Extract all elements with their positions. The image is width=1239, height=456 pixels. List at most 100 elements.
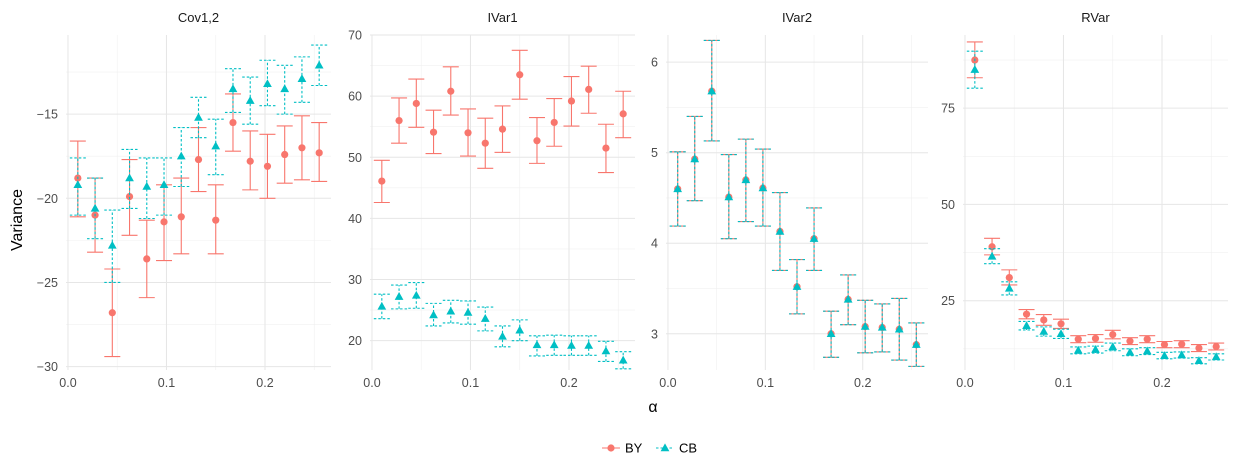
data-point-triangle xyxy=(1160,351,1169,359)
y-tick-label: 25 xyxy=(941,294,955,308)
data-point-circle xyxy=(281,150,289,159)
y-tick-label: 4 xyxy=(651,237,658,251)
data-point-triangle xyxy=(194,112,203,121)
data-point-circle xyxy=(1005,273,1013,282)
data-point-circle xyxy=(1074,335,1082,343)
data-point-triangle xyxy=(673,184,683,193)
data-point-triangle xyxy=(843,294,853,303)
data-point-triangle xyxy=(73,180,83,189)
x-tick-label: 0.2 xyxy=(560,376,577,390)
data-point-triangle xyxy=(1056,329,1066,338)
data-point-circle xyxy=(481,139,489,147)
y-tick-label: 6 xyxy=(651,56,658,70)
data-point-triangle xyxy=(463,307,473,316)
data-point-triangle xyxy=(280,84,290,93)
x-tick-label: 0.0 xyxy=(363,376,380,390)
data-point-triangle xyxy=(1022,321,1031,329)
series-by xyxy=(69,93,328,358)
x-tick-label: 0.1 xyxy=(1055,376,1072,390)
data-point-circle xyxy=(1091,334,1100,343)
series-by xyxy=(966,41,1225,353)
panel-2: IVar2 3 4 5 6 0.0 0.1 0.2 xyxy=(651,10,928,390)
data-point-triangle xyxy=(515,325,525,334)
legend-key-triangle xyxy=(660,443,670,452)
y-tick-label: 5 xyxy=(651,146,658,160)
data-point-circle xyxy=(464,129,472,137)
data-point-triangle xyxy=(894,324,904,333)
data-point-circle xyxy=(429,128,438,136)
y-tick-label: −15 xyxy=(37,108,58,122)
data-point-triangle xyxy=(297,74,307,82)
data-point-triangle xyxy=(176,151,186,160)
facet-panels: Cov1,2−30−25−20−150.0 0.1 0.2IVar120304050… xyxy=(37,10,1228,390)
series-cb xyxy=(669,39,925,367)
x-tick-label: 0.1 xyxy=(757,376,774,390)
y-tick-label: 50 xyxy=(941,198,955,212)
data-point-circle xyxy=(1057,320,1065,328)
data-point-triangle xyxy=(601,346,611,355)
data-point-triangle xyxy=(970,65,980,73)
data-point-triangle xyxy=(724,192,734,201)
data-point-circle xyxy=(533,137,541,145)
data-point-triangle xyxy=(809,234,819,242)
legend-item-cb: CB xyxy=(656,441,697,456)
data-point-triangle xyxy=(618,355,628,364)
series-cb xyxy=(373,282,632,370)
data-point-triangle xyxy=(584,340,594,349)
data-point-circle xyxy=(143,255,151,263)
data-point-triangle xyxy=(480,314,490,322)
y-tick-label: 3 xyxy=(651,327,658,341)
data-point-triangle xyxy=(263,79,272,88)
data-point-triangle xyxy=(532,340,542,349)
x-tick-label: 0.0 xyxy=(659,376,676,390)
data-point-triangle xyxy=(411,290,421,299)
data-point-triangle xyxy=(792,282,802,290)
y-axis-title: Variance xyxy=(9,189,26,251)
data-point-triangle xyxy=(1194,356,1204,364)
data-point-triangle xyxy=(567,340,576,349)
data-point-triangle xyxy=(1039,326,1049,335)
data-point-triangle xyxy=(142,181,152,190)
panel-title: Cov1,2 xyxy=(178,10,219,25)
legend-label: BY xyxy=(625,441,643,456)
data-point-circle xyxy=(315,149,323,157)
data-point-triangle xyxy=(1004,283,1014,292)
data-point-circle xyxy=(602,144,610,152)
data-point-triangle xyxy=(228,84,238,93)
y-tick-label: 75 xyxy=(941,102,955,116)
data-point-circle xyxy=(125,193,134,201)
data-point-circle xyxy=(194,155,203,164)
y-tick-label: 50 xyxy=(348,151,362,165)
data-point-circle xyxy=(550,118,558,127)
data-point-triangle xyxy=(90,203,100,212)
data-point-triangle xyxy=(1142,346,1152,355)
data-point-circle xyxy=(177,213,185,221)
panel-title: RVar xyxy=(1081,10,1110,25)
data-point-circle xyxy=(1160,340,1169,349)
data-point-triangle xyxy=(775,226,785,235)
data-point-circle xyxy=(1109,330,1117,339)
y-tick-label: −20 xyxy=(37,192,58,206)
data-point-triangle xyxy=(1108,342,1118,351)
legend-item-by: BY xyxy=(602,441,643,456)
data-point-triangle xyxy=(377,301,387,310)
data-point-triangle xyxy=(911,340,921,348)
data-point-triangle xyxy=(741,175,751,184)
legend-label: CB xyxy=(679,441,697,456)
data-point-circle xyxy=(585,85,593,94)
data-point-triangle xyxy=(1091,344,1100,353)
y-tick-label: −30 xyxy=(37,360,58,374)
data-point-circle xyxy=(1143,335,1151,343)
x-tick-label: 0.1 xyxy=(158,376,175,390)
panel-title: IVar2 xyxy=(782,10,812,25)
data-point-circle xyxy=(229,118,237,127)
legend-key-circle xyxy=(607,444,615,452)
data-point-circle xyxy=(1195,344,1203,352)
data-point-triangle xyxy=(1073,345,1083,354)
data-point-triangle xyxy=(860,321,870,330)
data-point-circle xyxy=(1126,337,1134,345)
data-point-circle xyxy=(1178,340,1186,348)
data-point-triangle xyxy=(245,96,255,104)
data-point-circle xyxy=(1022,310,1031,318)
